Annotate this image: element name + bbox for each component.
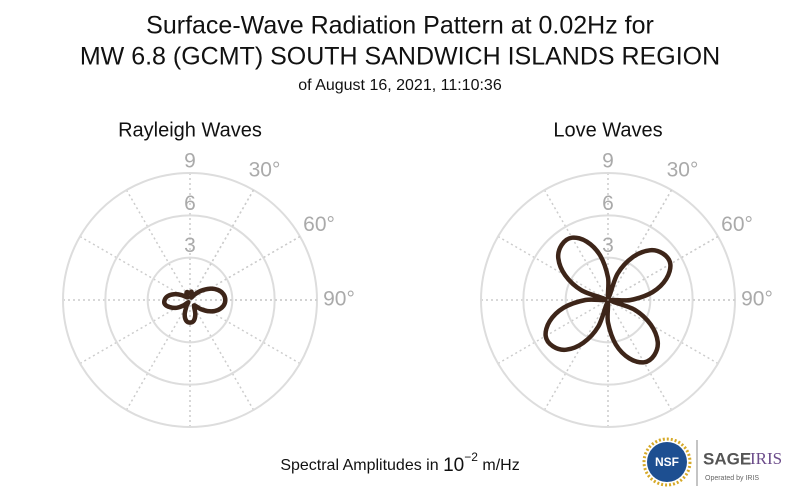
iris-text: IRIS [750,449,782,468]
chart-title: Love Waves [553,119,662,141]
grid-ring [146,256,234,344]
spoke [125,189,191,301]
footer-base: 10 [443,455,464,476]
spoke [607,235,719,301]
logo: NSF SAGE IRIS Operated by IRIS [642,437,782,487]
r-tick-label: 6 [602,192,614,215]
theta-tick-label: 90° [323,288,355,311]
r-tick-label: 9 [602,150,614,173]
footer: Spectral Amplitudes in 10−2 m/Hz [280,449,519,476]
grid-ring [564,256,652,344]
polar-plot: Love Waves 3 6 9 30° 60° 90° [480,119,773,428]
theta-tick-label: 30° [667,159,699,182]
nsf-seal [647,442,687,482]
spoke [79,299,191,365]
r-tick-label: 3 [184,234,196,257]
theta-tick-label: 60° [303,213,335,236]
operated-text: Operated by IRIS [705,475,759,482]
nsf-text: NSF [655,455,679,469]
sage-text: SAGE [703,449,751,468]
theta-tick-label: 30° [249,159,281,182]
r-tick-label: 6 [184,192,196,215]
theta-tick [607,189,673,301]
subtitle: of August 16, 2021, 11:10:36 [298,77,502,94]
spoke [543,189,609,301]
r-tick-label: 3 [602,234,614,257]
spoke [543,299,609,411]
radiation-pattern [543,235,673,365]
footer-text: Spectral Amplitudes in [280,457,438,474]
polar-plot: Rayleigh Waves 3 6 9 30° 60° 90° [62,119,355,428]
grid-ring [522,214,694,386]
theta-tick [607,235,719,301]
theta-tick-label: 90° [741,288,773,311]
spoke [497,299,609,365]
footer-exponent: −2 [464,450,478,464]
theta-tick-label: 60° [721,213,753,236]
r-tick-label: 9 [184,150,196,173]
spoke [607,299,673,411]
spoke [497,235,609,301]
footer-unit: m/Hz [482,457,519,474]
chart-title: Rayleigh Waves [118,119,262,141]
spoke [79,235,191,301]
radiation-pattern [162,286,228,325]
spoke [607,299,719,365]
spoke [125,299,191,411]
grid-ring [104,214,276,386]
nsf-ring [642,437,692,487]
title-line: MW 6.8 (GCMT) SOUTH SANDWICH ISLANDS REG… [80,43,720,71]
title-line: Surface-Wave Radiation Pattern at 0.02Hz… [146,12,654,40]
theta-tick [189,189,255,301]
spoke [189,299,255,411]
